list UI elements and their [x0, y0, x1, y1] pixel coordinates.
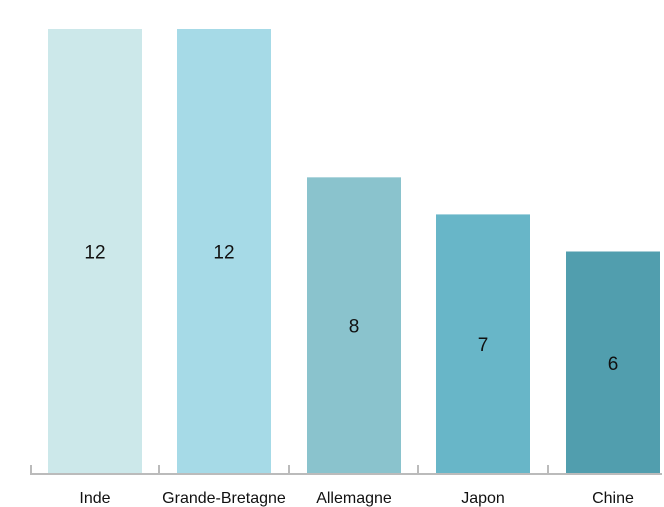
bar-chine [566, 251, 660, 474]
data-label-grande-bretagne: 12 [213, 243, 234, 264]
x-tick-label-japon: Japon [461, 490, 505, 507]
x-axis [30, 465, 662, 475]
data-label-allemagne: 8 [349, 317, 360, 338]
bar-allemagne [307, 177, 401, 475]
data-label-chine: 6 [608, 354, 619, 375]
bar-inde [48, 29, 142, 474]
bars [48, 29, 660, 475]
x-tick-label-inde: Inde [79, 490, 110, 507]
x-tick-label-grande-bretagne: Grande-Bretagne [162, 490, 286, 507]
x-tick-labels: Inde Grande-Bretagne Allemagne Japon Chine [79, 490, 634, 507]
data-labels: 12 12 8 7 6 [84, 243, 618, 375]
x-tick-label-allemagne: Allemagne [316, 490, 392, 507]
bar-japon [436, 214, 530, 474]
x-tick-label-chine: Chine [592, 490, 634, 507]
data-label-japon: 7 [478, 335, 489, 356]
bar-grande-bretagne [177, 29, 271, 474]
data-label-inde: 12 [84, 243, 105, 264]
